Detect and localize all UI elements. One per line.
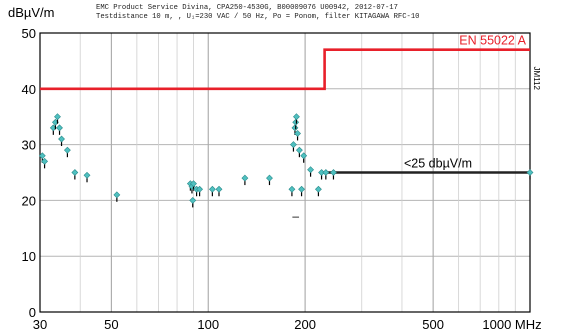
data-point-marker xyxy=(288,185,296,193)
measurement-points xyxy=(38,113,534,208)
limit-line xyxy=(40,48,530,91)
data-point xyxy=(314,185,322,197)
data-point xyxy=(49,124,57,135)
data-point xyxy=(113,191,121,202)
limit-lines: EN 55022 A <25 dbµV/m xyxy=(40,34,530,174)
data-point-marker xyxy=(307,166,315,174)
y-tick-label: 20 xyxy=(22,193,36,208)
data-point xyxy=(526,169,534,180)
data-point xyxy=(266,174,273,186)
y-tick-label: 50 xyxy=(22,26,36,41)
x-tick-label: 100 xyxy=(197,317,219,332)
data-point xyxy=(293,113,300,124)
data-point-marker xyxy=(292,118,300,126)
y-tick-label: 40 xyxy=(22,82,36,97)
data-point-marker xyxy=(83,171,91,179)
data-point-marker xyxy=(215,185,223,193)
data-point-marker xyxy=(291,124,299,132)
data-point xyxy=(330,169,337,180)
data-point xyxy=(300,152,308,163)
data-point xyxy=(190,180,197,191)
data-point-marker xyxy=(113,191,121,199)
data-point-marker xyxy=(196,185,204,193)
data-point xyxy=(292,118,300,130)
header-line-1: EMC Product Service Divina, CPA250-4530G… xyxy=(96,4,398,12)
y-tick-labels: 0 10 20 30 40 50 xyxy=(22,26,36,320)
data-point xyxy=(298,185,305,197)
data-point-marker xyxy=(54,113,61,121)
data-point xyxy=(288,185,296,197)
data-point xyxy=(307,166,315,177)
x-tick-label: 1000 MHz xyxy=(482,317,541,332)
data-point xyxy=(71,169,79,180)
annotation-mark: – xyxy=(292,209,299,223)
x-tick-labels: 30 50 100 200 500 1000 MHz xyxy=(33,317,542,332)
data-point-marker xyxy=(56,124,63,132)
data-point-marker xyxy=(266,174,273,182)
data-point xyxy=(56,124,63,135)
data-point xyxy=(322,169,330,180)
data-point-marker xyxy=(314,185,322,193)
y-tick-label: 0 xyxy=(29,305,36,320)
data-point xyxy=(208,185,216,197)
data-point-marker xyxy=(290,141,297,149)
side-label: JM112 xyxy=(532,66,541,90)
data-point-marker xyxy=(189,196,197,204)
data-point-marker xyxy=(322,169,330,176)
y-axis-unit-label: dBµV/m xyxy=(8,5,55,20)
data-point-marker xyxy=(241,174,249,182)
data-point xyxy=(294,130,301,141)
data-point xyxy=(295,146,303,158)
data-point-marker xyxy=(293,113,300,121)
x-tick-label: 30 xyxy=(33,317,47,332)
data-point-marker xyxy=(71,169,79,176)
data-point xyxy=(215,185,223,197)
data-point-marker xyxy=(208,185,216,193)
data-point xyxy=(63,146,71,158)
data-point-marker xyxy=(300,152,308,160)
data-point xyxy=(290,141,297,152)
data-point xyxy=(58,135,65,147)
x-tick-label: 500 xyxy=(422,317,444,332)
limit-line-label: <25 dbµV/m xyxy=(404,157,472,171)
y-tick-label: 30 xyxy=(22,138,36,153)
limit-line-label: EN 55022 A xyxy=(459,34,526,48)
header-line-2: Testdistance 10 m, , U₁=230 VAC / 50 Hz,… xyxy=(96,13,420,21)
data-point xyxy=(241,174,249,186)
data-point-marker xyxy=(294,130,301,137)
x-tick-label: 50 xyxy=(104,317,118,332)
data-point xyxy=(196,185,204,197)
data-point xyxy=(41,157,49,169)
data-point-marker xyxy=(526,169,534,176)
y-tick-label: 10 xyxy=(22,249,36,264)
x-tick-label: 200 xyxy=(294,317,316,332)
data-point-marker xyxy=(298,185,305,193)
data-point xyxy=(54,113,61,124)
data-point-marker xyxy=(190,180,197,188)
data-point-marker xyxy=(38,152,46,160)
data-point-marker xyxy=(63,146,71,154)
data-point xyxy=(83,171,91,183)
data-point-marker xyxy=(295,146,303,154)
data-point-marker xyxy=(41,157,49,165)
data-point-marker xyxy=(58,135,65,143)
data-point xyxy=(318,169,325,180)
data-point-marker xyxy=(330,169,337,176)
data-point xyxy=(189,196,197,208)
